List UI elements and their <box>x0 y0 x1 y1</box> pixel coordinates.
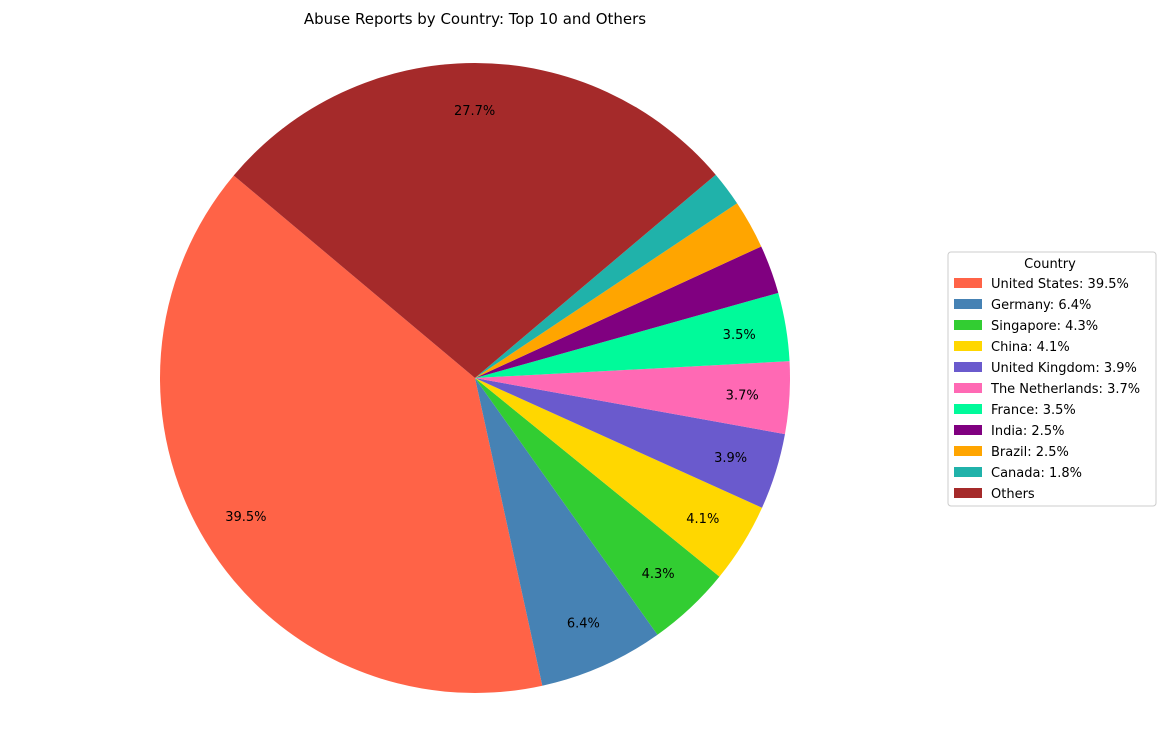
pie-slice-india <box>475 246 779 378</box>
pie-slice-germany <box>475 378 658 686</box>
pie-slice-brazil <box>475 203 762 378</box>
pie-slices <box>160 62 790 693</box>
chart-title: Abuse Reports by Country: Top 10 and Oth… <box>304 10 646 28</box>
pie-slice-canada <box>475 174 738 378</box>
legend-swatch <box>954 320 982 330</box>
legend-frame <box>947 251 1157 507</box>
legend-entry: Brazil: 2.5% <box>991 445 1069 460</box>
legend-title: Country <box>1024 257 1076 272</box>
legend: Country United States: 39.5% Germany: 6.4… <box>947 251 1157 507</box>
legend-entry: Others <box>991 487 1035 502</box>
pie-slice-france <box>475 292 790 378</box>
legend-swatch <box>954 404 982 414</box>
legend-swatch <box>954 362 982 372</box>
slice-label: 39.5% <box>225 510 266 525</box>
pie-slice-united-kingdom <box>475 378 785 508</box>
legend-swatch <box>954 299 982 309</box>
pie-slice-china <box>475 378 763 577</box>
legend-swatch <box>954 488 982 498</box>
legend-entry: France: 3.5% <box>991 403 1076 418</box>
slice-label: 3.9% <box>714 451 747 466</box>
legend-swatch <box>954 383 982 393</box>
legend-entry: The Netherlands: 3.7% <box>990 382 1140 397</box>
legend-entry: China: 4.1% <box>991 340 1070 355</box>
legend-items: United States: 39.5% Germany: 6.4% Singapo… <box>954 277 1140 502</box>
legend-swatch <box>954 425 982 435</box>
pie-slice-others <box>233 62 716 379</box>
pie-slice-singapore <box>475 378 720 635</box>
legend-entry: United Kingdom: 3.9% <box>991 361 1137 376</box>
legend-entry: United States: 39.5% <box>991 277 1129 292</box>
legend-swatch <box>954 278 982 288</box>
pie-slice-the-netherlands <box>475 361 790 435</box>
pie-slice-united-states <box>160 175 543 693</box>
legend-swatch <box>954 467 982 477</box>
legend-entry: India: 2.5% <box>991 424 1064 439</box>
slice-label: 4.3% <box>642 567 675 582</box>
legend-swatch <box>954 341 982 351</box>
legend-entry: Canada: 1.8% <box>991 466 1082 481</box>
slice-label: 27.7% <box>454 104 495 119</box>
slice-label: 3.7% <box>726 388 759 403</box>
legend-entry: Germany: 6.4% <box>991 298 1091 313</box>
legend-entry: Singapore: 4.3% <box>991 319 1098 334</box>
legend-swatch <box>954 446 982 456</box>
slice-label: 4.1% <box>686 512 719 527</box>
slice-label: 6.4% <box>567 616 600 631</box>
slice-labels: 39.5% 6.4% 4.3% 4.1% 3.9% 3.7% 3.5% 27.7% <box>225 104 759 631</box>
slice-label: 3.5% <box>723 328 756 343</box>
